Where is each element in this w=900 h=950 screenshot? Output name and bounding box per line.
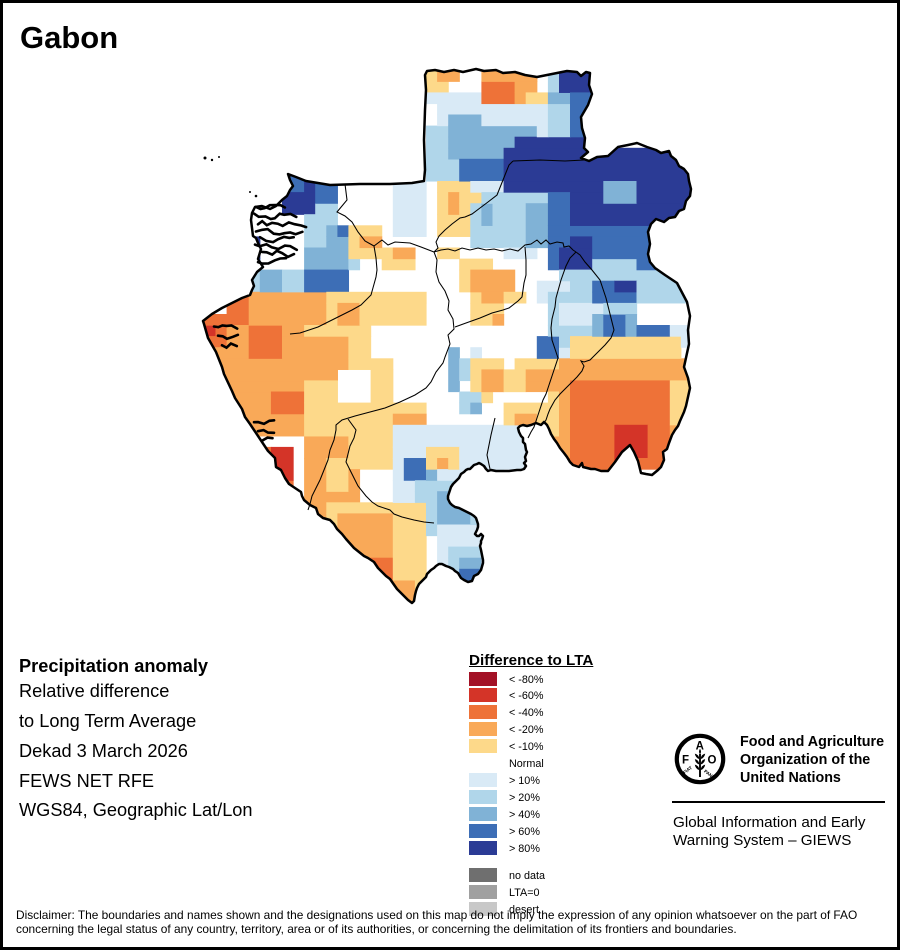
svg-text:F: F: [682, 755, 689, 767]
svg-text:FIAT: FIAT: [682, 765, 693, 775]
svg-text:O: O: [708, 755, 717, 767]
svg-text:A: A: [696, 741, 704, 753]
